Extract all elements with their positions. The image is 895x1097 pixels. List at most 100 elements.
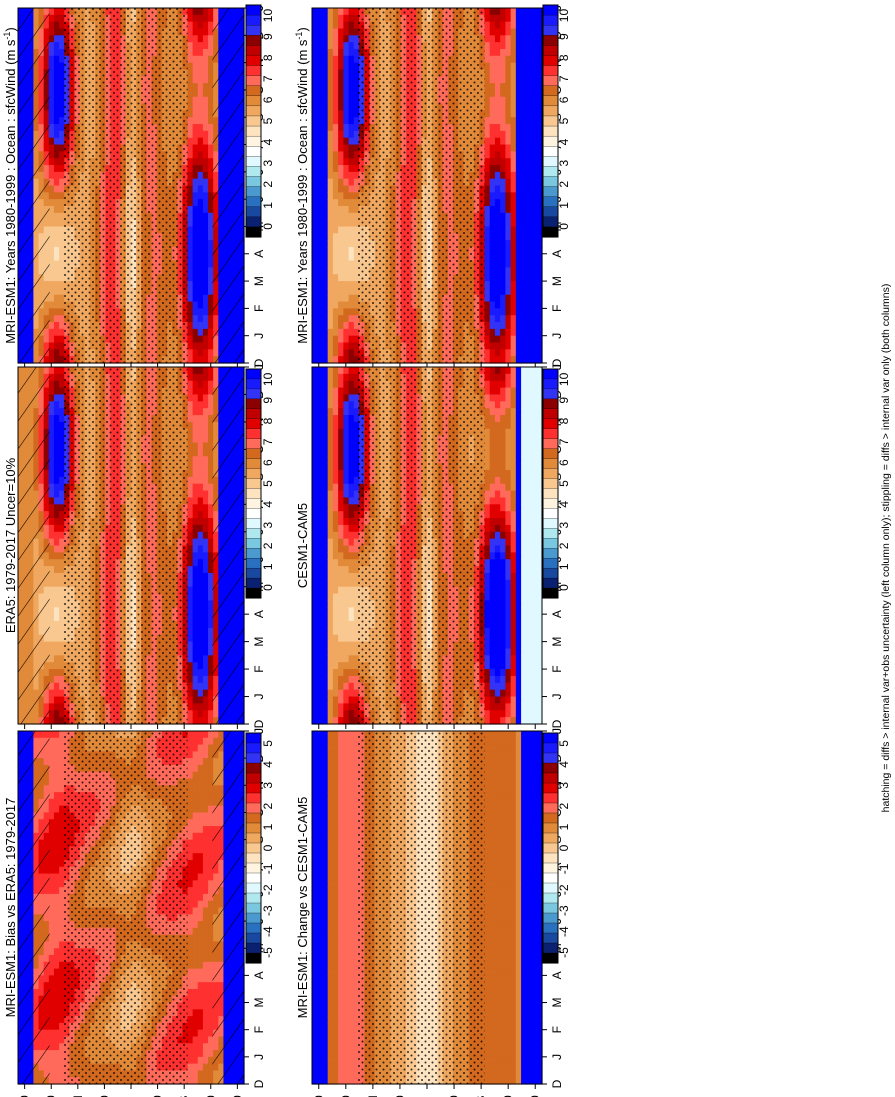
heat-cell: [53, 14, 60, 23]
heat-cell: [510, 110, 517, 118]
heat-cell: [489, 89, 496, 98]
heat-cell: [510, 315, 517, 323]
heat-cell: [515, 96, 522, 105]
heat-cell: [338, 83, 344, 91]
heat-cell: [208, 130, 214, 139]
heat-cell: [348, 192, 355, 200]
heat-cell: [348, 294, 355, 303]
colorbar-swatch: [542, 196, 559, 208]
chart-panel-1: 8060°N20020°S6080DJFMAMJJASONDJMRI-ESM1:…: [2, 4, 275, 388]
heat-cell: [332, 48, 339, 57]
heat-cell: [187, 335, 194, 344]
heat-cell: [515, 185, 522, 193]
heat-cell: [500, 281, 507, 289]
heat-cell: [317, 42, 324, 50]
heat-cell: [515, 219, 522, 228]
heat-cell: [489, 199, 496, 207]
heat-cell: [322, 356, 329, 364]
heat-cell: [505, 48, 512, 57]
heat-cell: [317, 342, 324, 350]
heat-cell: [197, 151, 204, 159]
colorbar-swatch: [245, 4, 262, 16]
heat-cell: [353, 253, 360, 262]
heat-cell: [489, 301, 496, 309]
heat-cell: [505, 212, 512, 221]
heat-cell: [484, 55, 491, 64]
heat-cell: [192, 322, 199, 330]
heat-cell: [343, 124, 350, 132]
colorbar-swatch: [245, 25, 262, 36]
heat-cell: [312, 144, 318, 152]
colorbar-swatch: [542, 125, 559, 137]
heat-cell: [197, 178, 204, 187]
heat-cell: [531, 274, 538, 282]
heat-cell: [53, 342, 60, 350]
colorbar-swatch: [542, 135, 559, 147]
heat-cell: [526, 171, 533, 180]
heat-cell: [197, 212, 204, 221]
heat-cell: [510, 233, 517, 241]
heat-cell: [348, 83, 355, 91]
heat-cell: [202, 205, 209, 214]
heat-cell: [192, 287, 199, 296]
heat-cell: [327, 342, 334, 350]
heat-cell: [338, 205, 344, 214]
heat-cell: [322, 96, 329, 105]
heat-cell: [192, 165, 199, 173]
heat-cell: [187, 62, 194, 71]
heat-cell: [317, 185, 324, 193]
heat-cell: [536, 253, 543, 262]
heat-cell: [343, 281, 350, 289]
heat-cell: [332, 130, 339, 139]
heat-cell: [348, 137, 355, 146]
heat-cell: [343, 274, 350, 282]
heat-cell: [202, 335, 209, 344]
heat-cell: [510, 55, 517, 64]
heat-cell: [208, 219, 214, 228]
heat-cell: [505, 165, 512, 173]
heat-cell: [327, 8, 334, 16]
heat-cell: [521, 178, 527, 187]
heat-cell: [526, 165, 533, 173]
heat-cell: [59, 219, 65, 228]
heat-cell: [343, 233, 350, 241]
heat-cell: [484, 130, 491, 139]
heat-cell: [531, 308, 538, 316]
heat-cell: [197, 342, 204, 350]
heat-cell: [338, 28, 344, 36]
heat-cell: [510, 349, 517, 357]
heat-cell: [192, 281, 199, 289]
heat-cell: [312, 301, 318, 309]
heat-cell: [53, 267, 60, 275]
heat-cell: [327, 35, 334, 43]
colorbar-label: 10: [557, 9, 571, 23]
colorbar-swatch: [245, 176, 262, 188]
heat-cell: [494, 35, 501, 43]
heat-cell: [202, 28, 209, 36]
heat-cell: [343, 260, 350, 269]
heat-cell: [312, 294, 318, 303]
heat-cell: [48, 212, 55, 221]
heat-cell: [484, 110, 491, 118]
heat-cell: [531, 48, 538, 57]
heat-cell: [500, 35, 507, 43]
heat-cell: [322, 246, 329, 255]
heat-cell: [531, 158, 538, 166]
heat-cell: [510, 335, 517, 344]
heat-cell: [208, 76, 214, 84]
heat-cell: [322, 274, 329, 282]
heat-cell: [515, 165, 522, 173]
heat-cell: [187, 158, 194, 166]
heat-cell: [197, 76, 204, 84]
heat-cell: [53, 96, 60, 105]
heat-cell: [500, 233, 507, 241]
heat-cell: [208, 14, 214, 23]
heat-cell: [505, 294, 512, 303]
heat-cell: [327, 199, 334, 207]
heat-cell: [332, 199, 339, 207]
heat-cell: [208, 42, 214, 50]
heat-cell: [500, 14, 507, 23]
heat-cell: [343, 226, 350, 234]
heat-cell: [53, 117, 60, 125]
heat-cell: [494, 178, 501, 187]
